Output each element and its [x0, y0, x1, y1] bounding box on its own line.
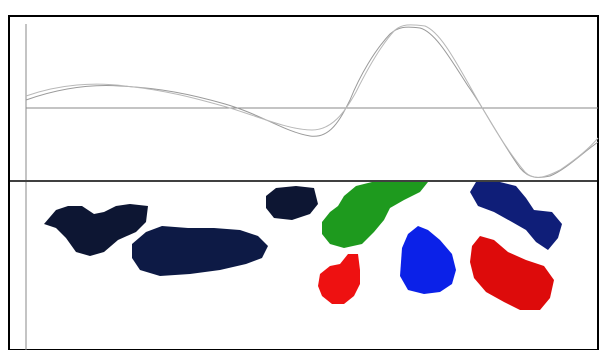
- region-green: [322, 182, 428, 248]
- region-navy-4: [470, 182, 562, 250]
- waveform-line-1: [25, 26, 599, 179]
- line-plot-panel: [25, 24, 599, 180]
- region-dark-navy-1: [44, 204, 148, 256]
- segmentation-panel: [44, 182, 562, 310]
- region-red-2: [470, 236, 554, 310]
- region-dark-navy-3: [266, 186, 318, 220]
- waveform-line-2: [25, 24, 599, 178]
- region-red-1: [318, 254, 360, 304]
- region-blue: [400, 226, 456, 294]
- region-dark-navy-2: [132, 226, 268, 276]
